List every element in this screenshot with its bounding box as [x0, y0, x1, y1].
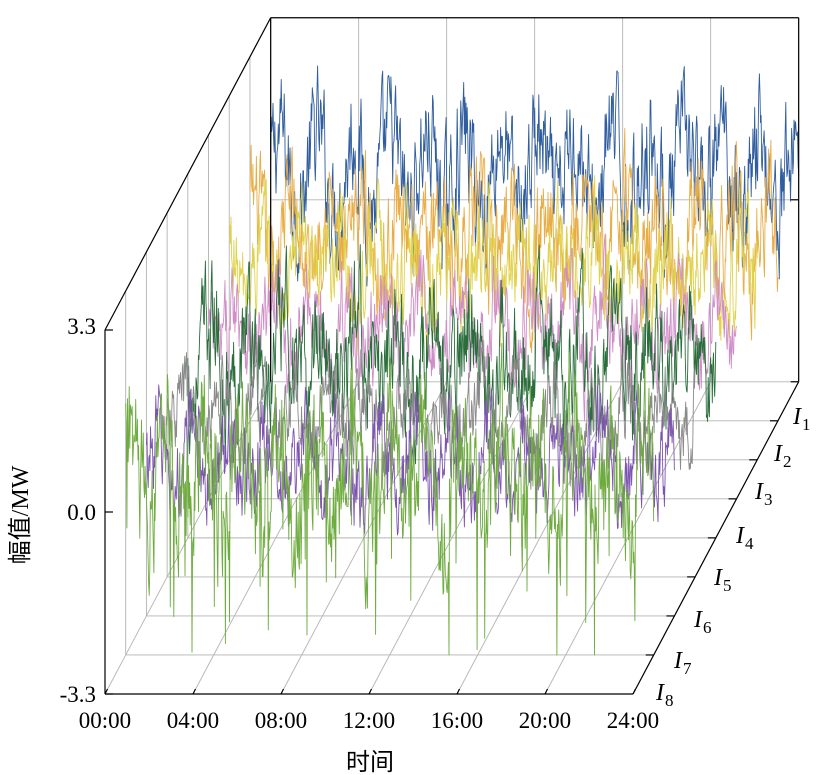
series-line-i2 [249, 128, 779, 353]
frame-edge [104, 17, 272, 331]
x-tick [544, 688, 549, 695]
y-tick-label: 3.3 [67, 314, 96, 339]
series-line-i8 [125, 342, 655, 656]
axis-ticks [104, 199, 799, 695]
x-axis-label: 时间 [346, 749, 394, 775]
series-label-i8: I8 [655, 680, 674, 710]
x-tick [104, 688, 109, 695]
series-labels: I1 I2 I3 I4 I5 I6 I7 I8 [655, 404, 811, 710]
x-tick-label: 16:00 [431, 708, 483, 733]
series-label-i1: I1 [792, 404, 811, 434]
x-tick [632, 688, 637, 695]
series-label-i6: I6 [693, 607, 712, 637]
series-label-i7: I7 [673, 648, 692, 678]
x-tick [280, 688, 285, 695]
x-tick-label: 20:00 [519, 708, 571, 733]
x-tick-label: 04:00 [167, 708, 219, 733]
series-line-i1 [270, 65, 800, 287]
series-layer [125, 65, 800, 656]
series-label-i2: I2 [773, 441, 792, 471]
y-tick-label: -3.3 [60, 682, 96, 707]
x-tick-label: 00:00 [79, 708, 131, 733]
y-axis-label: 幅值/MW [7, 465, 34, 564]
x-tick [456, 688, 461, 695]
series-line-i5 [187, 244, 717, 465]
y-tick-label: 0.0 [67, 500, 96, 525]
series-label-i5: I5 [713, 565, 732, 595]
x-tick-label: 12:00 [343, 708, 395, 733]
x-tick [192, 688, 197, 695]
x-tick-label: 24:00 [607, 708, 659, 733]
x-tick-label: 08:00 [255, 708, 307, 733]
series-line-i3 [228, 175, 758, 357]
series-label-i3: I3 [754, 479, 773, 509]
x-tick [368, 688, 373, 695]
series-label-i4: I4 [735, 523, 754, 553]
